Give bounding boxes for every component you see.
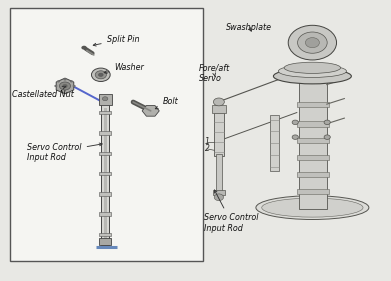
Text: Split Pin: Split Pin: [93, 35, 139, 46]
Bar: [99, 172, 111, 175]
Circle shape: [95, 71, 106, 79]
Circle shape: [288, 25, 337, 60]
Ellipse shape: [262, 198, 363, 217]
Text: Castellated Nut: Castellated Nut: [12, 87, 74, 99]
Bar: [99, 212, 111, 216]
Circle shape: [70, 80, 73, 82]
Circle shape: [324, 135, 330, 139]
Bar: [297, 172, 329, 177]
Circle shape: [63, 78, 66, 81]
Bar: [99, 233, 111, 236]
Circle shape: [292, 120, 298, 124]
Bar: [216, 155, 222, 192]
Bar: [297, 102, 329, 107]
Bar: [297, 138, 329, 143]
Circle shape: [91, 68, 110, 81]
Polygon shape: [142, 106, 159, 116]
Circle shape: [99, 73, 103, 76]
Ellipse shape: [284, 62, 341, 73]
Bar: [99, 192, 111, 196]
Bar: [99, 94, 111, 105]
Text: Servo Control
Input Rod: Servo Control Input Rod: [27, 142, 102, 162]
Bar: [297, 121, 329, 126]
Circle shape: [59, 82, 70, 90]
Bar: [101, 102, 109, 244]
Ellipse shape: [256, 196, 369, 219]
Text: Fore/aft
Servo: Fore/aft Servo: [199, 64, 230, 83]
Circle shape: [305, 38, 319, 48]
Bar: [297, 155, 329, 160]
Circle shape: [63, 84, 67, 88]
Bar: [11, 8, 203, 261]
Ellipse shape: [278, 65, 346, 78]
Circle shape: [54, 85, 57, 87]
Bar: [99, 132, 111, 135]
Text: Servo Control
Input Rod: Servo Control Input Rod: [204, 190, 259, 233]
Circle shape: [292, 135, 298, 139]
Bar: [212, 105, 226, 112]
Bar: [299, 64, 327, 209]
Text: Washer: Washer: [104, 63, 144, 74]
Bar: [99, 152, 111, 155]
Circle shape: [324, 120, 330, 124]
Circle shape: [214, 194, 224, 201]
Bar: [270, 115, 279, 171]
Text: 1: 1: [205, 137, 210, 146]
Circle shape: [57, 80, 60, 82]
Bar: [297, 189, 329, 194]
Circle shape: [213, 98, 224, 106]
Text: Bolt: Bolt: [155, 98, 178, 109]
Circle shape: [73, 85, 75, 87]
Bar: [213, 190, 225, 195]
Circle shape: [102, 97, 108, 101]
Text: 2: 2: [205, 144, 210, 153]
Bar: [104, 108, 107, 242]
Bar: [214, 107, 224, 156]
Circle shape: [298, 32, 327, 53]
Ellipse shape: [273, 69, 352, 84]
Polygon shape: [56, 78, 74, 94]
Bar: [99, 111, 111, 114]
Circle shape: [81, 46, 87, 50]
Text: Swashplate: Swashplate: [226, 23, 272, 32]
Bar: [99, 238, 111, 244]
